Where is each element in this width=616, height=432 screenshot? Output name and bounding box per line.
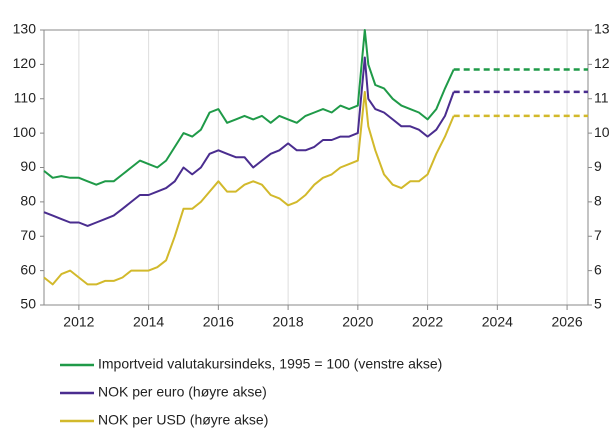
x-tick-label: 2020 <box>342 314 373 330</box>
series-line <box>43 29 455 186</box>
legend-label: NOK per USD (høyre akse) <box>98 412 268 428</box>
y2-tick-label: 11 <box>594 89 609 105</box>
x-tick-label: 2016 <box>203 314 234 330</box>
y2-tick-label: 8 <box>594 193 602 209</box>
x-tick-label: 2022 <box>412 314 443 330</box>
plot-frame <box>43 29 589 306</box>
y2-tick-label: 10 <box>594 124 610 140</box>
series-line <box>43 56 455 227</box>
x-tick-label: 2026 <box>551 314 582 330</box>
y-tick-label: 130 <box>13 21 37 37</box>
y-tick-label: 90 <box>20 158 36 174</box>
y2-tick-label: 9 <box>594 158 602 174</box>
y-tick-label: 50 <box>20 296 36 312</box>
x-tick-label: 2014 <box>133 314 164 330</box>
y-tick-label: 80 <box>20 193 36 209</box>
y2-tick-label: 13 <box>594 21 610 37</box>
legend-label: NOK per euro (høyre akse) <box>98 384 267 400</box>
y2-tick-label: 7 <box>594 227 602 243</box>
y2-tick-label: 6 <box>594 261 602 277</box>
y-tick-label: 110 <box>14 89 37 105</box>
x-tick-label: 2024 <box>482 314 513 330</box>
legend-label: Importveid valutakursindeks, 1995 = 100 … <box>98 356 442 372</box>
x-tick-label: 2018 <box>273 314 304 330</box>
x-tick-label: 2012 <box>63 314 94 330</box>
y-tick-label: 70 <box>20 227 36 243</box>
y-tick-label: 60 <box>20 261 36 277</box>
series-line <box>43 90 455 286</box>
y-tick-label: 120 <box>13 55 37 71</box>
y-tick-label: 100 <box>13 124 37 140</box>
y2-tick-label: 12 <box>594 55 610 71</box>
y2-tick-label: 5 <box>594 296 602 312</box>
